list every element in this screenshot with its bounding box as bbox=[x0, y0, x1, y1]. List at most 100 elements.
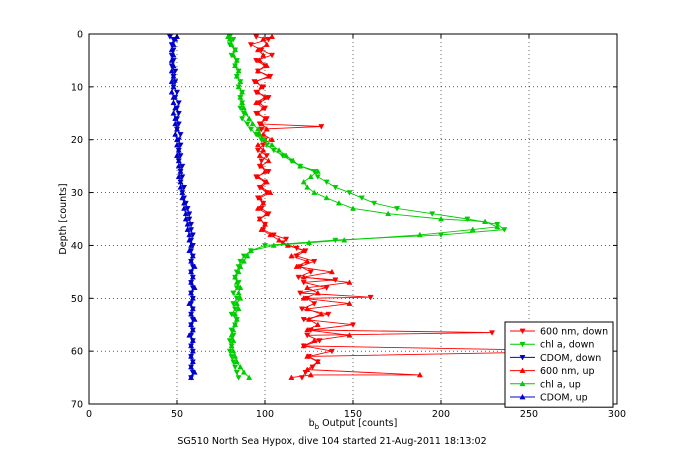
data-point bbox=[233, 73, 240, 79]
data-point bbox=[300, 342, 307, 349]
data-point bbox=[233, 358, 240, 365]
data-point bbox=[429, 211, 436, 217]
data-point bbox=[323, 194, 330, 201]
data-point bbox=[232, 62, 239, 69]
data-point bbox=[235, 305, 242, 312]
data-point bbox=[173, 89, 181, 96]
data-point bbox=[191, 263, 198, 269]
data-point bbox=[314, 358, 321, 365]
data-point bbox=[284, 242, 291, 248]
data-point bbox=[175, 121, 182, 127]
data-point bbox=[256, 57, 263, 63]
data-point bbox=[182, 210, 189, 217]
data-point bbox=[235, 375, 242, 381]
data-point bbox=[186, 247, 193, 254]
data-point bbox=[346, 190, 353, 196]
data-point bbox=[288, 252, 295, 259]
axis-ticks: 0 50 100 150 200 250 300 0 10 20 30 40 50 60 70 bbox=[71, 30, 626, 421]
x-axis-label: bb Output [counts] bbox=[309, 418, 398, 431]
data-point bbox=[188, 289, 195, 296]
data-point bbox=[244, 121, 251, 127]
data-point bbox=[267, 189, 274, 195]
data-point bbox=[261, 94, 269, 100]
x-axis-label-main: b bbox=[309, 418, 315, 429]
data-point bbox=[346, 332, 353, 338]
data-point bbox=[300, 280, 307, 286]
data-point bbox=[307, 269, 314, 275]
data-point bbox=[172, 104, 179, 111]
data-point bbox=[270, 147, 277, 154]
data-point bbox=[263, 41, 270, 47]
data-point bbox=[235, 83, 242, 90]
legend-box bbox=[504, 321, 614, 408]
data-point bbox=[188, 227, 195, 233]
data-point bbox=[189, 295, 196, 301]
data-point bbox=[295, 274, 302, 281]
data-point bbox=[260, 36, 267, 42]
data-point bbox=[188, 311, 195, 317]
data-point bbox=[186, 231, 193, 238]
data-point bbox=[416, 231, 423, 238]
data-point bbox=[254, 110, 261, 116]
data-point bbox=[247, 42, 254, 48]
data-point bbox=[258, 158, 265, 164]
data-point bbox=[265, 169, 272, 175]
data-point bbox=[253, 132, 260, 138]
data-point bbox=[189, 232, 196, 238]
legend-item: chl a, up bbox=[510, 379, 581, 390]
data-point bbox=[253, 99, 260, 106]
data-point bbox=[177, 168, 184, 174]
data-point bbox=[177, 153, 184, 159]
y-axis-label: Depth [counts] bbox=[58, 183, 69, 254]
data-point bbox=[247, 126, 254, 133]
data-point bbox=[437, 215, 445, 222]
data-point bbox=[244, 252, 251, 259]
data-point bbox=[184, 206, 191, 212]
y-tick-label: 0 bbox=[77, 30, 83, 41]
data-point bbox=[166, 34, 173, 40]
data-point bbox=[179, 194, 186, 201]
data-point bbox=[232, 306, 239, 312]
data-point bbox=[263, 153, 270, 159]
data-point bbox=[253, 34, 260, 40]
data-point bbox=[258, 83, 265, 90]
x-axis-label-rest: Output [counts] bbox=[319, 418, 397, 429]
legend-label: CDOM, down bbox=[540, 353, 601, 364]
data-point bbox=[175, 157, 182, 164]
x-tick-label: 100 bbox=[256, 409, 274, 420]
data-point bbox=[263, 142, 270, 149]
data-point bbox=[170, 41, 177, 47]
data-point bbox=[239, 99, 246, 106]
data-point bbox=[235, 289, 242, 296]
legend-marker bbox=[519, 328, 526, 335]
data-point bbox=[269, 52, 276, 59]
data-point bbox=[188, 221, 195, 228]
y-tick-label: 70 bbox=[71, 400, 83, 411]
data-point bbox=[188, 258, 195, 264]
data-point bbox=[263, 210, 270, 217]
data-point bbox=[318, 124, 325, 130]
data-point bbox=[228, 332, 235, 338]
data-point bbox=[346, 300, 353, 306]
data-point bbox=[311, 189, 318, 195]
data-point bbox=[237, 263, 244, 269]
data-point bbox=[188, 321, 195, 328]
data-point bbox=[297, 290, 304, 297]
data-point bbox=[261, 136, 269, 143]
data-point bbox=[265, 157, 272, 164]
data-point bbox=[247, 247, 254, 254]
data-point bbox=[237, 363, 244, 370]
data-point bbox=[288, 374, 295, 380]
data-point bbox=[188, 374, 195, 380]
y-tick-label: 10 bbox=[71, 82, 83, 93]
data-point bbox=[172, 120, 179, 127]
data-point bbox=[226, 348, 233, 355]
data-point bbox=[181, 205, 188, 211]
data-point bbox=[300, 317, 307, 323]
data-point bbox=[494, 223, 501, 230]
data-point bbox=[230, 290, 237, 297]
legend-label: 600 nm, up bbox=[540, 366, 595, 377]
data-point bbox=[501, 227, 508, 233]
data-point bbox=[189, 348, 196, 354]
